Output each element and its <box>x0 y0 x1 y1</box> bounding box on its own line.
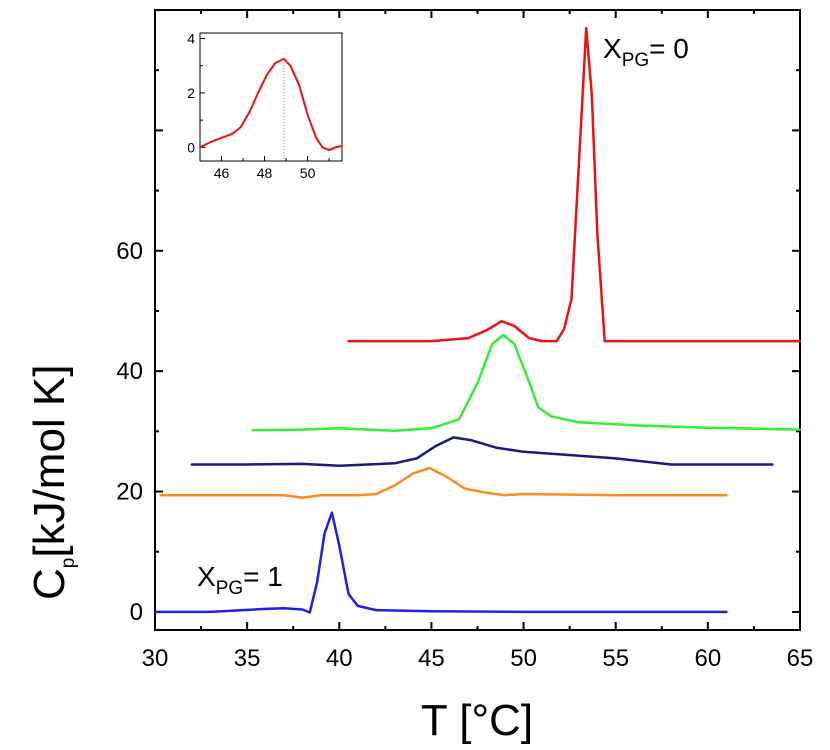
y-axis-title: Cp[kJ/mol K] <box>25 364 79 600</box>
inset-y-tick-label: 0 <box>187 139 195 155</box>
inset-chart: 46 48 50 0 2 4 <box>187 30 343 181</box>
series-line-3 <box>251 333 802 433</box>
inset-content: 46 48 50 0 2 4 <box>187 30 343 181</box>
inset-x-tick-label: 48 <box>257 165 273 181</box>
data-series <box>153 26 802 614</box>
series-line-1 <box>159 466 728 499</box>
annotation-xpg1: XPG= 1 <box>197 561 283 599</box>
x-tick-label: 30 <box>142 645 169 672</box>
series-line-0 <box>153 511 728 614</box>
inset-y-tick-label: 4 <box>187 30 195 46</box>
x-tick-label: 50 <box>510 645 537 672</box>
inset-frame <box>199 32 343 162</box>
y-tick-label: 20 <box>116 479 143 506</box>
x-tick-label: 35 <box>234 645 261 672</box>
y-tick-label: 40 <box>116 358 143 385</box>
series-line-4 <box>347 26 802 343</box>
x-tick-label: 55 <box>602 645 629 672</box>
inset-y-tick-label: 2 <box>187 85 195 101</box>
x-tick-label: 40 <box>326 645 353 672</box>
x-axis-title: T [°C] <box>421 696 533 745</box>
y-tick-label: 60 <box>116 238 143 265</box>
annotation-xpg0: XPG= 0 <box>603 33 689 71</box>
x-tick-label: 65 <box>787 645 814 672</box>
x-tick-label: 45 <box>418 645 445 672</box>
y-tick-label: 0 <box>130 599 143 626</box>
inset-x-tick-label: 46 <box>214 165 230 181</box>
x-tick-label: 60 <box>695 645 722 672</box>
series-line-2 <box>190 436 774 467</box>
inset-x-tick-label: 50 <box>300 165 316 181</box>
inset-series-line <box>199 57 343 152</box>
